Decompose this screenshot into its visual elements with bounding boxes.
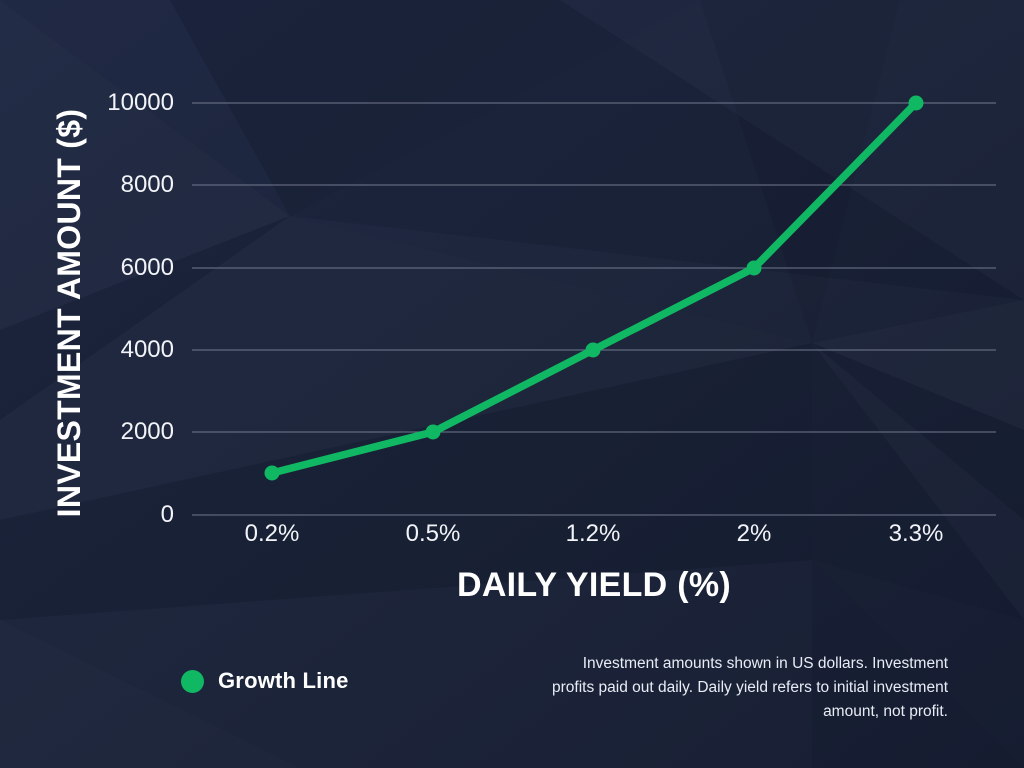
y-tick-label: 4000 xyxy=(120,336,174,363)
y-axis-title: INVESTMENT AMOUNT ($) xyxy=(50,108,87,518)
data-point-marker xyxy=(425,424,441,440)
y-axis-tick-labels: 10000 8000 6000 4000 2000 0 xyxy=(44,0,174,768)
data-point-marker xyxy=(908,95,924,111)
legend-item-label: Growth Line xyxy=(218,668,349,693)
data-point-markers xyxy=(264,95,924,481)
y-tick-label: 8000 xyxy=(120,171,174,198)
x-tick-label: 0.5% xyxy=(405,520,461,547)
y-tick-label: 10000 xyxy=(107,89,174,116)
y-tick-label: 6000 xyxy=(120,254,174,281)
footnote-text: Investment amounts shown in US dollars. … xyxy=(552,655,948,721)
data-point-marker xyxy=(264,465,280,481)
y-tick-label: 2000 xyxy=(120,418,174,445)
data-point-marker xyxy=(746,260,762,276)
x-tick-label: 0.2% xyxy=(244,520,300,547)
chart-legend: Growth Line xyxy=(181,668,349,694)
legend-circle-icon xyxy=(181,669,204,693)
y-tick-label: 0 xyxy=(160,501,174,528)
x-tick-label: 3.3% xyxy=(888,520,944,547)
x-tick-label: 2% xyxy=(736,520,772,547)
gridlines xyxy=(192,102,996,516)
data-point-marker xyxy=(585,342,601,358)
x-tick-label: 1.2% xyxy=(565,520,621,547)
x-axis-title: DAILY YIELD (%) xyxy=(456,566,732,604)
